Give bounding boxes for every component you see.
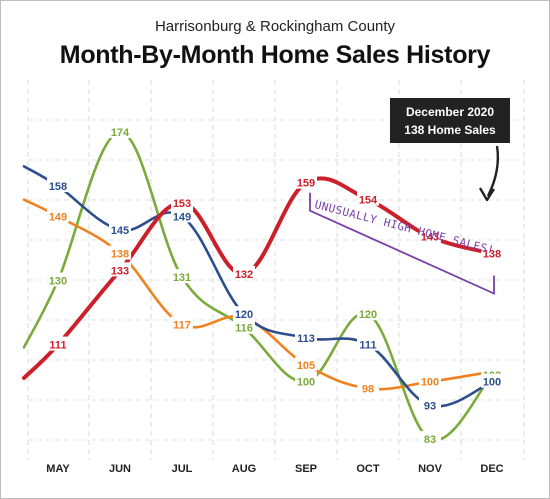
data-label-bg: [233, 306, 255, 321]
data-label-bg: [109, 124, 131, 139]
data-label: 100: [421, 377, 439, 389]
data-label: 154: [359, 195, 378, 207]
data-label-bg: [47, 178, 69, 193]
x-tick-label: JUN: [109, 463, 131, 475]
data-label-bg: [481, 373, 503, 388]
data-label-bg: [419, 431, 441, 446]
data-label: 83: [424, 434, 436, 446]
x-tick-label: SEP: [295, 463, 317, 475]
data-label-bg: [419, 228, 441, 243]
data-label: 131: [173, 272, 191, 284]
x-tick-label: MAY: [46, 463, 70, 475]
data-label-bg: [295, 373, 317, 388]
annotation-text: UNUSUALLY HIGH HOME SALES!: [313, 198, 496, 257]
data-label: 130: [49, 276, 67, 288]
data-label: 138: [111, 249, 129, 261]
data-label: 149: [49, 211, 67, 223]
x-tick-label: AUG: [232, 463, 256, 475]
data-label: 120: [359, 309, 377, 321]
data-label: 98: [362, 383, 374, 395]
data-label-bg: [419, 373, 441, 388]
callout-line2: 138 Home Sales: [404, 123, 496, 137]
data-label: 105: [297, 360, 315, 372]
callout-arrow-head: [478, 187, 496, 202]
data-label: 113: [297, 333, 315, 345]
annotation-bracket: [309, 192, 495, 295]
series-line: [22, 176, 494, 380]
data-label: 100: [297, 377, 315, 389]
chart-title: Month-By-Month Home Sales History: [59, 41, 491, 69]
data-label: 111: [359, 340, 376, 352]
data-label-bg: [109, 245, 131, 260]
data-label-bg: [481, 245, 503, 260]
data-label-bg: [357, 380, 379, 395]
data-label-bg: [171, 269, 193, 284]
x-tick-label: OCT: [356, 463, 380, 475]
series-line: [22, 165, 494, 408]
data-label-bg: [233, 319, 255, 334]
chart-subtitle: Harrisonburg & Rockingham County: [154, 18, 396, 35]
x-tick-label: NOV: [418, 463, 443, 475]
data-label: 116: [235, 323, 253, 335]
data-label-bg: [47, 208, 69, 223]
data-label-bg: [109, 262, 131, 277]
data-label-bg: [47, 272, 69, 287]
data-label: 93: [424, 400, 436, 412]
data-label-bg: [47, 336, 69, 351]
data-label: 132: [235, 269, 253, 281]
data-label-bg: [357, 191, 379, 206]
data-label-bg: [171, 208, 193, 223]
data-label: 117: [173, 319, 191, 331]
data-label: 111: [49, 340, 66, 352]
data-label-bg: [419, 397, 441, 412]
data-label-bg: [295, 329, 317, 344]
data-label: 100: [483, 377, 501, 389]
data-label-bg: [171, 316, 193, 331]
data-label: 149: [173, 211, 191, 223]
data-label: 145: [111, 225, 129, 237]
callout-box: [390, 98, 510, 143]
data-label: 138: [483, 249, 501, 261]
data-label: 133: [111, 265, 129, 277]
data-label-bg: [171, 194, 193, 209]
data-label-bg: [295, 356, 317, 371]
data-label: 143: [421, 232, 439, 244]
data-label: 153: [173, 198, 191, 210]
data-label-bg: [357, 306, 379, 321]
data-label: 174: [111, 127, 130, 139]
data-label: 120: [235, 309, 253, 321]
x-tick-label: DEC: [480, 463, 503, 475]
data-label-bg: [109, 221, 131, 236]
data-label-bg: [233, 265, 255, 280]
series-line: [22, 130, 494, 442]
data-label: 159: [297, 178, 315, 190]
callout-arrow-line: [486, 145, 500, 197]
data-label-bg: [357, 336, 379, 351]
data-label: 158: [49, 181, 67, 193]
data-label-bg: [295, 174, 317, 189]
callout-line1: December 2020: [406, 105, 494, 119]
x-tick-label: JUL: [172, 463, 193, 475]
